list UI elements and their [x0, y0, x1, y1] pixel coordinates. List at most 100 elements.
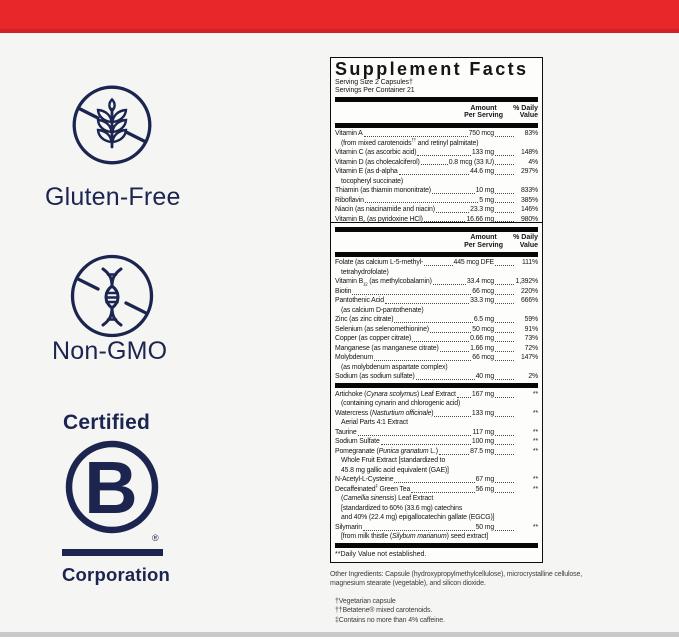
wheat-crossed-icon [72, 85, 152, 165]
nutrient-row: Niacin (as niacinamide and niacin) 23.3 m… [335, 205, 538, 215]
nutrient-name: Biotin [335, 287, 352, 295]
label-footer: Other Ingredients: Capsule (hydroxypropy… [330, 570, 594, 625]
daily-value: 385% [520, 196, 538, 204]
nutrient-row: Silymarin 50 mg ** [335, 523, 538, 533]
daily-value: 980% [520, 215, 538, 223]
nutrient-name: Riboflavin [335, 196, 364, 204]
daily-value-column-header: % Daily Value [513, 104, 538, 120]
dotted-leader [495, 303, 514, 305]
dotted-leader [363, 135, 468, 137]
dotted-leader [495, 265, 514, 267]
daily-value: 147% [520, 354, 538, 362]
registered-trademark-mark: ® [152, 533, 159, 543]
nutrient-row: Copper (as copper citrate) 0.66 mg 73% [335, 334, 538, 344]
divider-bar [335, 543, 538, 549]
amount-per-serving: 10 mg [475, 187, 495, 194]
nutrient-name: Folate (as calcium L-5-methyl- [335, 259, 424, 267]
nutrient-row: Sodium (as sodium sulfate) 40 mg 2% [335, 372, 538, 382]
dotted-leader [495, 211, 514, 213]
footnote-vegetarian: †Vegetarian capsule [335, 597, 396, 605]
amount-per-serving: 40 mg [475, 373, 495, 381]
daily-value-note: **Daily Value not established. [335, 550, 427, 558]
amount-column-header: Amount Per Serving [464, 234, 503, 249]
divider-bar [335, 383, 538, 389]
nutrient-row: Pantothenic Acid 33.3 mg 666% [335, 296, 538, 306]
non-gmo-label: Non-GMO [52, 337, 168, 365]
daily-value: 59% [524, 316, 538, 324]
b-corp-underline-bar [62, 549, 163, 556]
nutrient-subline: Whole Fruit Extract [standardized to [341, 457, 446, 465]
daily-value: ** [532, 390, 538, 398]
nutrient-name: Pantothenic Acid [335, 297, 384, 305]
dotted-leader [423, 221, 466, 223]
nutrient-row: Selenium (as selenomethionine) 50 mcg 91% [335, 325, 538, 335]
nutrient-name: Thiamin (as thiamin mononitrate) [335, 187, 431, 194]
amount-per-serving: 56 mg [475, 485, 495, 493]
nutrient-name: Silymarin [335, 523, 362, 531]
nutrient-subline: tetrahydrofolate) [341, 268, 389, 276]
amount-per-serving: 23.3 mg [470, 206, 494, 213]
amount-per-serving: 133 mg [471, 409, 494, 417]
dotted-leader [495, 415, 514, 417]
column-header: Amount Per Serving % Daily Value [335, 104, 538, 121]
amount-per-serving: 66 mcg [472, 287, 494, 295]
daily-value: ** [532, 485, 538, 493]
supplement-facts-panel-top: Supplement Facts Serving Size 2 Capsules… [330, 57, 543, 228]
daily-value: ** [532, 447, 538, 455]
daily-value: 146% [520, 206, 538, 213]
nutrient-subline: (as calcium D-pantothenate) [341, 306, 424, 314]
daily-value: 220% [520, 287, 538, 295]
nutrient-row: Zinc (as zinc citrate) 6.5 mg 59% [335, 315, 538, 325]
dotted-leader [398, 173, 470, 175]
nutrient-row: Pomegranate (Punica granatum L.) 87.5 mg *… [335, 447, 538, 457]
dotted-leader [384, 303, 470, 305]
daily-value: 297% [520, 168, 538, 175]
dotted-leader [495, 482, 514, 484]
daily-value: 72% [524, 344, 538, 352]
nutrient-name: Copper (as copper citrate) [335, 335, 412, 343]
nutrient-name: Molybdenum [335, 354, 373, 362]
amount-per-serving: 33.4 mcg [466, 278, 494, 286]
nutrient-name: Vitamin D (as cholecalciferol) [335, 158, 420, 166]
daily-value: 148% [520, 149, 538, 156]
dotted-leader [439, 350, 470, 352]
amount-per-serving: 44.6 mg [470, 168, 494, 175]
nutrient-row: Vitamin C (as ascorbic acid) 133 mg 148% [335, 148, 538, 158]
dotted-leader [495, 453, 514, 455]
dotted-leader [495, 293, 514, 295]
dotted-leader [495, 350, 514, 352]
nutrient-row: N-Acetyl-L-Cysteine 67 mg ** [335, 475, 538, 485]
nutrient-subline: and 40% (22.4 mg) epigallocatechin galla… [341, 514, 495, 522]
nutrient-row: Watercress (Nasturtium officinale) 133 mg… [335, 409, 538, 419]
dotted-leader [432, 284, 466, 286]
dotted-leader [380, 444, 471, 446]
nutrient-row: Thiamin (as thiamin mononitrate) 10 mg 833… [335, 186, 538, 196]
dotted-leader [495, 322, 514, 324]
daily-value: ** [532, 428, 538, 436]
divider-bar [335, 97, 538, 103]
gluten-free-label: Gluten-Free [45, 183, 181, 211]
nutrient-row: Manganese (as manganese citrate) 1.66 mg 7… [335, 344, 538, 354]
daily-value: 666% [520, 297, 538, 305]
bottom-white-strip [0, 637, 679, 639]
dotted-leader [362, 529, 475, 531]
dotted-leader [417, 154, 471, 156]
b-corp-letter: B [84, 446, 137, 529]
nutrient-row: Taurine 117 mg ** [335, 428, 538, 438]
mineral-rows: Folate (as calcium L-5-methyl- 445 mcg DF… [335, 258, 538, 382]
nutrient-name: Watercress (Nasturtium officinale) [335, 409, 434, 417]
dotted-leader [394, 322, 473, 324]
daily-value: 2% [528, 373, 538, 381]
dotted-leader [495, 491, 514, 493]
daily-value: 4% [528, 158, 538, 166]
nutrient-row: Vitamin B6 (as pyridoxine HCl) 16.66 mg 98… [335, 215, 538, 225]
amount-per-serving: 1.66 mg [470, 344, 494, 352]
brand-red-band [0, 0, 679, 33]
nutrient-subline: tocopheryl succinate) [341, 177, 403, 185]
nutrient-subline: (from mixed carotenoids†† and retinyl pa… [341, 137, 479, 147]
dotted-leader [431, 192, 475, 194]
nutrient-name: Taurine [335, 428, 357, 436]
servings-per-container: Servings Per Container 21 [335, 87, 415, 95]
serving-size: Serving Size 2 Capsules† [335, 79, 413, 86]
